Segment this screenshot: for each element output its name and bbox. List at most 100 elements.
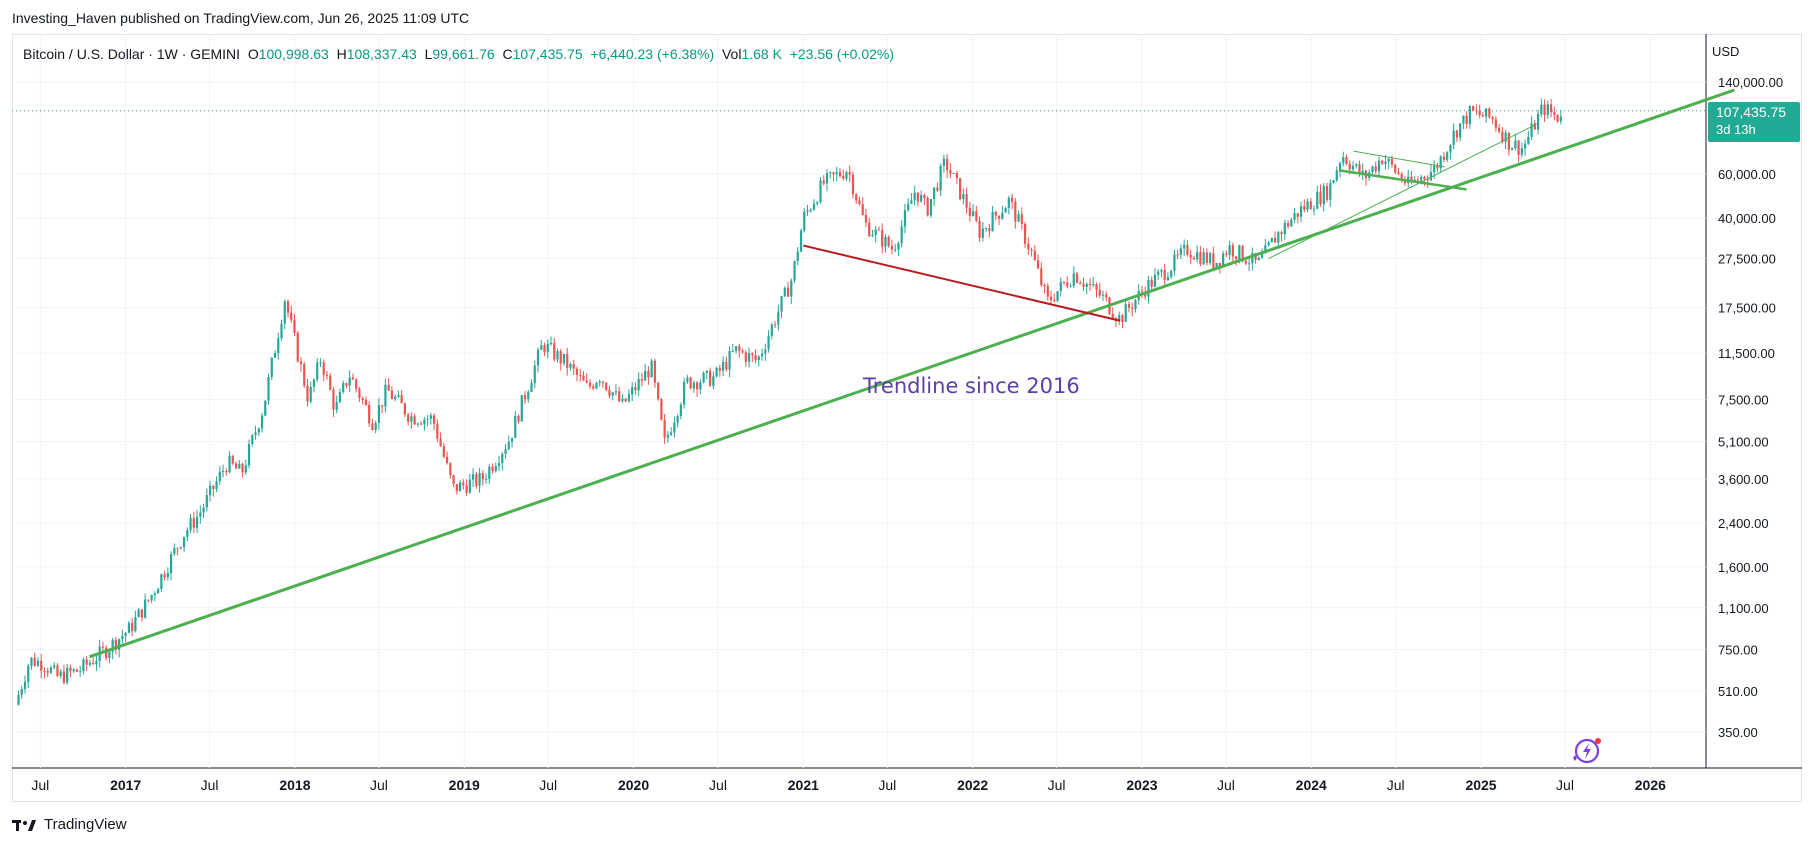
time-tick-label: Jul	[1048, 777, 1066, 793]
candle-body	[1205, 252, 1208, 263]
candle-body	[173, 548, 176, 554]
candle-body	[433, 415, 436, 424]
candle-body	[160, 574, 163, 590]
candle-body	[1176, 254, 1179, 256]
candle-body	[897, 243, 900, 250]
candle-body	[741, 350, 744, 353]
candle-body	[598, 381, 601, 383]
candle-body	[82, 659, 85, 672]
candle-body	[894, 249, 897, 251]
candle-body	[241, 463, 244, 473]
candle-body	[225, 471, 228, 473]
candle-body	[984, 228, 988, 230]
price-tick-label: 2,400.00	[1718, 516, 1769, 531]
candle-body	[394, 396, 397, 399]
candle-body	[920, 195, 923, 202]
candle-body	[1153, 274, 1157, 287]
candle-body	[1283, 223, 1286, 235]
candle-body	[1455, 130, 1459, 138]
candle-body	[1105, 294, 1108, 298]
candle-body	[215, 481, 218, 490]
ohlc-legend: Bitcoin / U.S. Dollar · 1W · GEMINI O100…	[23, 46, 894, 62]
high-value: 108,337.43	[346, 46, 417, 62]
candle-body	[85, 659, 88, 665]
trendline-annotation[interactable]: Trendline since 2016	[863, 374, 1080, 398]
candle-body	[1546, 104, 1549, 115]
candle-body	[1439, 156, 1442, 169]
candle-body	[127, 622, 130, 633]
candle-body	[585, 380, 588, 383]
candle-body	[1462, 115, 1465, 124]
candle-body	[1335, 170, 1338, 181]
open-label: O	[247, 46, 259, 62]
candle-body	[1293, 213, 1296, 220]
candle-body	[972, 211, 975, 216]
candle-body	[679, 404, 682, 416]
candle-body	[916, 192, 920, 202]
candle-body	[783, 287, 786, 297]
candle-body	[1533, 123, 1536, 130]
candles	[17, 98, 1562, 706]
candle-body	[403, 403, 406, 415]
candle-body	[79, 671, 82, 673]
candle-body	[355, 379, 358, 389]
price-tick-label: 350.00	[1718, 725, 1758, 740]
candle-body	[1481, 114, 1484, 117]
candle-body	[387, 384, 390, 391]
candle-body	[257, 428, 260, 433]
candle-body	[650, 360, 653, 378]
candle-body	[1085, 283, 1088, 287]
candle-body	[1342, 157, 1345, 164]
candle-body	[507, 441, 510, 450]
candle-body	[845, 172, 848, 179]
candle-body	[221, 471, 225, 473]
candle-body	[510, 437, 514, 442]
currency-label[interactable]: USD	[1712, 44, 1740, 59]
candle-body	[319, 362, 322, 364]
candle-body	[43, 670, 46, 672]
candle-body	[884, 236, 887, 247]
candle-body	[147, 599, 150, 601]
candle-body	[384, 384, 387, 407]
candle-body	[231, 455, 234, 464]
candle-body	[1351, 165, 1355, 170]
candle-body	[543, 345, 546, 353]
candle-body	[1319, 191, 1322, 205]
candle-body	[1192, 257, 1196, 260]
candle-body	[53, 665, 56, 668]
candle-body	[803, 211, 806, 231]
candle-body	[955, 172, 958, 179]
candle-body	[264, 400, 267, 416]
candle-body	[705, 370, 708, 373]
candle-body	[1277, 232, 1280, 243]
candle-body	[1299, 206, 1303, 217]
candle-body	[212, 485, 215, 490]
candle-body	[838, 172, 842, 176]
candle-body	[137, 609, 140, 618]
candle-body	[332, 389, 335, 410]
candle-body	[1446, 152, 1449, 160]
candle-body	[504, 449, 507, 454]
snapshot-icon[interactable]	[1570, 736, 1604, 766]
time-tick-label: Jul	[201, 777, 219, 793]
candle-body	[277, 338, 280, 354]
red-trendline	[803, 244, 1121, 322]
candle-body	[1306, 201, 1309, 210]
candle-body	[647, 370, 650, 378]
time-tick-label: Jul	[31, 777, 49, 793]
symbol-description[interactable]: Bitcoin / U.S. Dollar · 1W · GEMINI	[23, 46, 241, 62]
close-value: 107,435.75	[512, 46, 583, 62]
candle-body	[731, 350, 734, 352]
tradingview-logo-icon	[12, 819, 36, 831]
candle-body	[1498, 127, 1501, 132]
candle-body	[575, 368, 579, 375]
candle-body	[1426, 179, 1429, 181]
candle-body	[1390, 158, 1394, 165]
candle-body	[202, 507, 205, 513]
candle-body	[358, 388, 361, 398]
candle-body	[832, 172, 835, 175]
candle-body	[712, 376, 715, 386]
candle-body	[488, 466, 491, 479]
candle-body	[1170, 270, 1173, 277]
